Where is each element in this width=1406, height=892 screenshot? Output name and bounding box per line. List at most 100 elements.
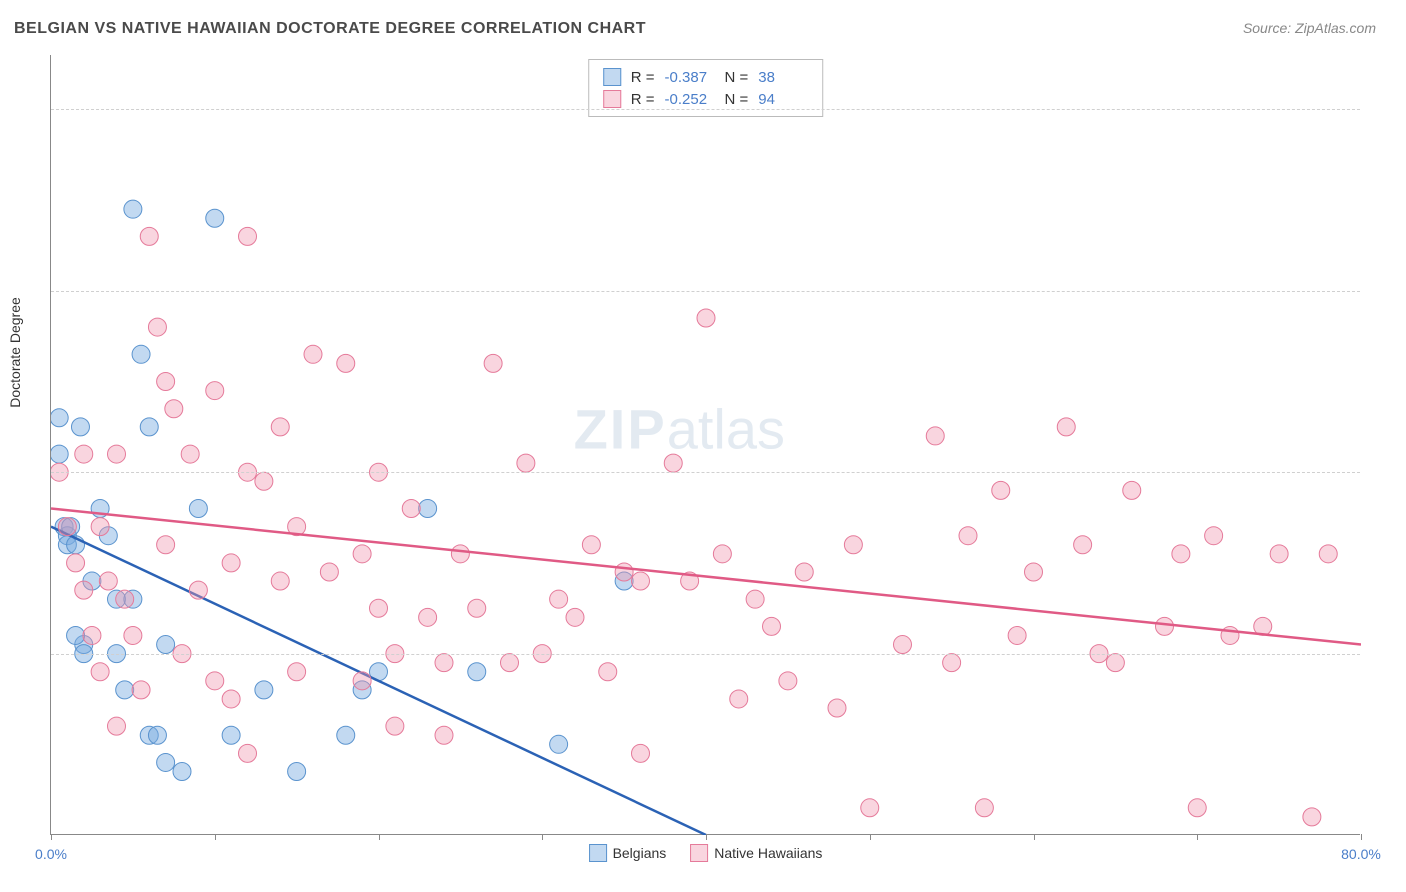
data-point <box>419 499 437 517</box>
x-tick-label: 80.0% <box>1341 846 1381 862</box>
data-point <box>132 345 150 363</box>
data-point <box>1172 545 1190 563</box>
data-point <box>75 581 93 599</box>
data-point <box>1025 563 1043 581</box>
data-point <box>189 499 207 517</box>
data-point <box>108 445 126 463</box>
gridline <box>51 472 1360 473</box>
data-point <box>255 472 273 490</box>
data-point <box>1123 481 1141 499</box>
data-point <box>763 617 781 635</box>
data-point <box>664 454 682 472</box>
data-point <box>157 373 175 391</box>
gridline <box>51 109 1360 110</box>
data-point <box>386 717 404 735</box>
data-point <box>239 227 257 245</box>
r-value-hawaiians: -0.252 <box>665 91 715 108</box>
data-point <box>795 563 813 581</box>
x-tick <box>1197 834 1198 840</box>
data-point <box>501 654 519 672</box>
chart-container: Doctorate Degree ZIPatlas R = -0.387 N =… <box>50 55 1390 855</box>
x-tick-label: 0.0% <box>35 846 67 862</box>
data-point <box>320 563 338 581</box>
x-tick <box>1361 834 1362 840</box>
data-point <box>975 799 993 817</box>
data-point <box>468 599 486 617</box>
data-point <box>730 690 748 708</box>
x-tick <box>706 834 707 840</box>
data-point <box>288 763 306 781</box>
data-point <box>353 672 371 690</box>
legend: Belgians Native Hawaiians <box>589 844 823 862</box>
stat-row-hawaiians: R = -0.252 N = 94 <box>603 88 809 110</box>
data-point <box>222 726 240 744</box>
data-point <box>189 581 207 599</box>
data-point <box>894 636 912 654</box>
data-point <box>943 654 961 672</box>
data-point <box>1205 527 1223 545</box>
data-point <box>435 726 453 744</box>
scatter-svg <box>51 55 1361 835</box>
data-point <box>632 744 650 762</box>
data-point <box>157 536 175 554</box>
data-point <box>992 481 1010 499</box>
data-point <box>140 418 158 436</box>
data-point <box>58 518 76 536</box>
data-point <box>165 400 183 418</box>
data-point <box>206 672 224 690</box>
data-point <box>304 345 322 363</box>
data-point <box>108 717 126 735</box>
x-tick <box>542 834 543 840</box>
gridline <box>51 291 1360 292</box>
data-point <box>67 626 85 644</box>
data-point <box>451 545 469 563</box>
x-tick <box>51 834 52 840</box>
data-point <box>206 382 224 400</box>
data-point <box>255 681 273 699</box>
data-point <box>746 590 764 608</box>
data-point <box>116 590 134 608</box>
data-point <box>67 554 85 572</box>
swatch-belgians <box>603 68 621 86</box>
data-point <box>484 354 502 372</box>
data-point <box>713 545 731 563</box>
gridline <box>51 654 1360 655</box>
data-point <box>288 663 306 681</box>
data-point <box>1319 545 1337 563</box>
data-point <box>75 445 93 463</box>
data-point <box>926 427 944 445</box>
data-point <box>468 663 486 681</box>
data-point <box>91 518 109 536</box>
correlation-stat-box: R = -0.387 N = 38 R = -0.252 N = 94 <box>588 59 824 117</box>
data-point <box>157 636 175 654</box>
data-point <box>148 318 166 336</box>
plot-area: ZIPatlas R = -0.387 N = 38 R = -0.252 N … <box>50 55 1360 835</box>
data-point <box>239 744 257 762</box>
data-point <box>582 536 600 554</box>
data-point <box>861 799 879 817</box>
data-point <box>435 654 453 672</box>
source-attribution: Source: ZipAtlas.com <box>1243 20 1376 36</box>
data-point <box>402 499 420 517</box>
data-point <box>132 681 150 699</box>
data-point <box>157 753 175 771</box>
stat-row-belgians: R = -0.387 N = 38 <box>603 66 809 88</box>
data-point <box>1106 654 1124 672</box>
swatch-hawaiians <box>603 90 621 108</box>
data-point <box>173 763 191 781</box>
data-point <box>91 663 109 681</box>
n-value-belgians: 38 <box>758 69 808 86</box>
legend-swatch-hawaiians <box>690 844 708 862</box>
y-axis-label: Doctorate Degree <box>7 297 23 408</box>
data-point <box>1303 808 1321 826</box>
data-point <box>599 663 617 681</box>
data-point <box>99 572 117 590</box>
data-point <box>206 209 224 227</box>
legend-item-belgians: Belgians <box>589 844 667 862</box>
r-value-belgians: -0.387 <box>665 69 715 86</box>
data-point <box>1008 626 1026 644</box>
data-point <box>337 354 355 372</box>
data-point <box>370 599 388 617</box>
chart-title: BELGIAN VS NATIVE HAWAIIAN DOCTORATE DEG… <box>14 20 646 38</box>
data-point <box>222 554 240 572</box>
